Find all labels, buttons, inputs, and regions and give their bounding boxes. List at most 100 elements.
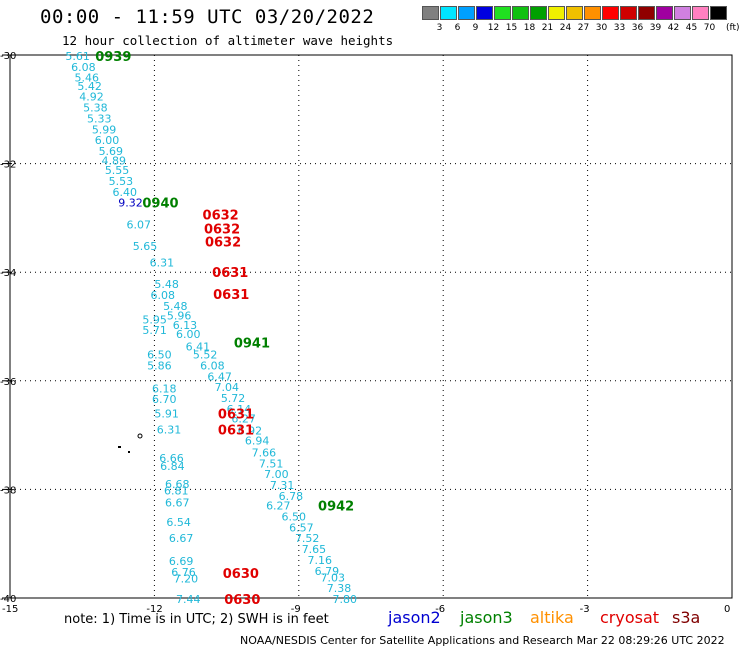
latitude-label: -34: [0, 268, 16, 279]
legend-label: 3: [436, 23, 443, 33]
wave-height-label: 5.53: [109, 175, 134, 188]
wave-height-label: 6.07: [126, 218, 151, 231]
wave-height-label: 7.31: [270, 479, 295, 492]
legend-swatch: [530, 6, 547, 20]
legend-label: 12: [487, 23, 500, 33]
satellite-jason2: jason2: [388, 608, 441, 627]
longitude-label: -6: [435, 604, 445, 615]
wave-height-label: 6.50: [147, 349, 172, 362]
legend-unit: (ft): [726, 23, 740, 33]
wave-height-label: 6.54: [166, 516, 191, 529]
wave-height-label: 6.41: [186, 341, 211, 354]
legend-label: 24: [559, 23, 572, 33]
wave-height-label: 6.27: [231, 413, 256, 426]
wave-height-label: 9.32: [118, 197, 143, 210]
latitude-label: -36: [0, 377, 16, 388]
island-marker: [137, 433, 143, 439]
wave-height-label: 5.71: [142, 324, 167, 337]
page-title: 00:00 - 11:59 UTC 03/20/2022: [40, 6, 375, 28]
wave-height-label: 6.47: [207, 370, 232, 383]
longitude-label: -15: [2, 604, 18, 615]
wave-height-label: 6.08: [200, 360, 225, 373]
wave-height-label: 7.03: [320, 571, 345, 584]
footer-note: note: 1) Time is in UTC; 2) SWH is in fe…: [64, 612, 329, 627]
legend-swatch: [674, 6, 691, 20]
wave-height-label: 6.13: [173, 319, 198, 332]
longitude-label: -12: [146, 604, 162, 615]
wave-height-label: 5.61: [65, 50, 90, 63]
legend-label: 36: [631, 23, 644, 33]
legend-label: 15: [505, 23, 518, 33]
wave-height-label: 6.67: [169, 532, 194, 545]
wave-height-label: 6.08: [71, 61, 96, 74]
wave-height-label: 7.16: [307, 554, 332, 567]
wave-height-label: 6.40: [113, 186, 138, 199]
longitude-label: -3: [580, 604, 590, 615]
wave-height-label: 7.65: [302, 543, 327, 556]
wave-height-label: 5.65: [133, 240, 158, 253]
legend-swatch: [548, 6, 565, 20]
legend-swatch: [458, 6, 475, 20]
legend-swatch: [476, 6, 493, 20]
wave-height-label: 6.00: [95, 134, 120, 147]
legend-swatch: [494, 6, 511, 20]
wave-height-label: 5.99: [92, 123, 117, 136]
legend-swatch: [512, 6, 529, 20]
wave-height-label: 5.38: [83, 102, 108, 115]
wave-height-label: 6.50: [281, 510, 306, 523]
wave-height-label: 7.66: [252, 446, 277, 459]
wave-height-label: 6.78: [279, 490, 304, 503]
legend-swatch: [638, 6, 655, 20]
wave-height-label: 5.42: [77, 80, 102, 93]
wave-height-label: 5.91: [154, 407, 179, 420]
wave-height-label: 7.80: [332, 593, 357, 606]
legend-label: 70: [703, 23, 716, 33]
wave-height-label: 6.66: [159, 452, 184, 465]
wave-height-label: 6.31: [150, 256, 175, 269]
legend-label: 6: [454, 23, 461, 33]
legend-label: 45: [685, 23, 698, 33]
legend-swatch: [584, 6, 601, 20]
longitude-label: 0: [724, 604, 730, 615]
pass-time-label: 0631: [218, 407, 254, 422]
wave-height-label: 7.20: [174, 572, 199, 585]
wave-height-label: 4.89: [101, 154, 126, 167]
wave-height-label: 6.84: [160, 460, 185, 473]
wave-height-label: 7.52: [295, 532, 320, 545]
legend-label: 30: [595, 23, 608, 33]
satellite-altika: altika: [530, 608, 574, 627]
wave-height-label: 7.44: [176, 593, 201, 606]
pass-time-label: 0631: [213, 288, 249, 303]
pass-time-label: 0632: [203, 209, 239, 224]
legend-label: 18: [523, 23, 536, 33]
wave-height-label: 5.95: [142, 313, 167, 326]
legend-swatch: [422, 6, 439, 20]
wave-height-label: 6.92: [238, 425, 262, 438]
pass-time-label: 0632: [205, 236, 241, 251]
island-marker: [128, 451, 130, 453]
wave-height-label: 5.48: [163, 300, 188, 313]
pass-time-label: 0630: [224, 593, 260, 608]
wave-height-label: 6.31: [157, 424, 182, 437]
map-frame: [9, 54, 733, 599]
wave-height-label: 7.51: [259, 457, 284, 470]
legend-swatch: [602, 6, 619, 20]
legend-label: 9: [472, 23, 479, 33]
legend-label: 21: [541, 23, 554, 33]
legend-swatch: [566, 6, 583, 20]
credit-line: NOAA/NESDIS Center for Satellite Applica…: [240, 634, 725, 647]
wave-height-label: 6.67: [165, 496, 190, 509]
wave-height-label: 6.57: [289, 521, 314, 534]
wave-height-label: 6.18: [152, 382, 177, 395]
pass-time-label: 0941: [234, 337, 270, 352]
page-subtitle: 12 hour collection of altimeter wave hei…: [62, 33, 394, 48]
wave-height-label: 6.68: [165, 478, 190, 491]
wave-height-label: 6.27: [266, 500, 291, 513]
wave-height-label: 6.08: [151, 289, 176, 302]
satellite-s3a: s3a: [672, 608, 701, 627]
pass-time-label: 0630: [223, 567, 259, 582]
pass-time-label: 0632: [204, 223, 240, 238]
island-marker: [118, 446, 121, 448]
wave-height-label: 5.55: [105, 164, 129, 177]
